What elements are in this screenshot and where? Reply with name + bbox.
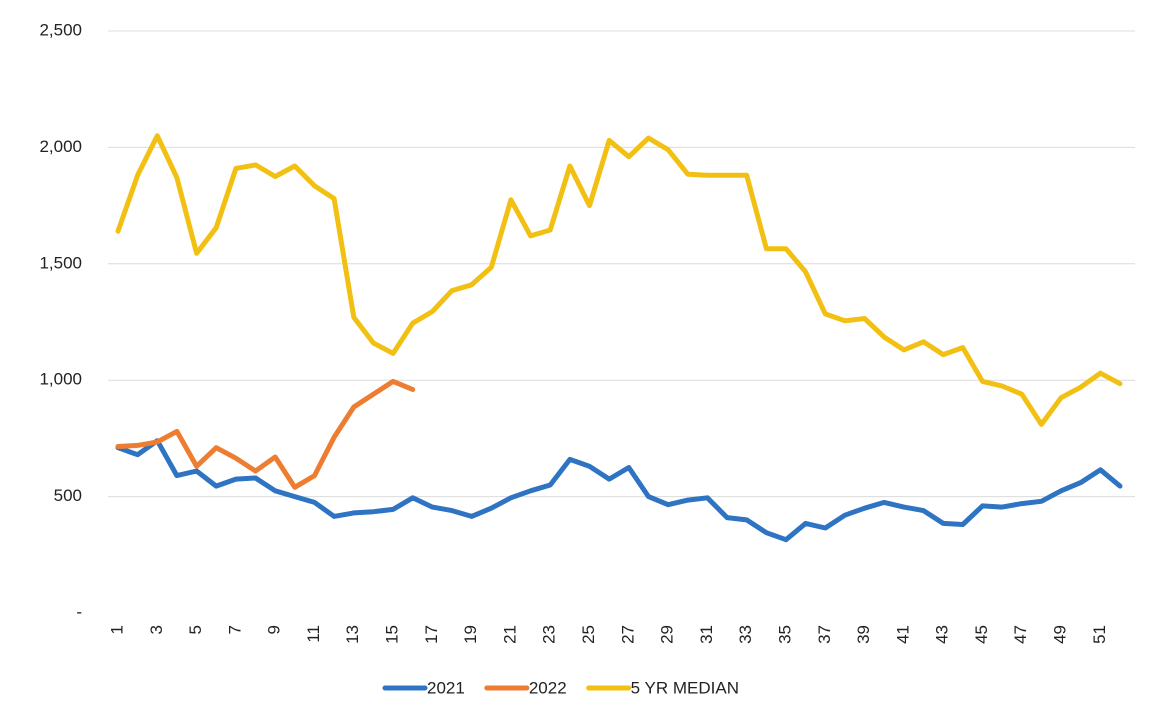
x-tick-label: 1	[107, 625, 126, 634]
x-tick-label: 31	[697, 625, 716, 644]
x-tick-label: 49	[1051, 625, 1070, 644]
y-tick-label: 500	[54, 486, 82, 505]
legend-label: 2021	[427, 678, 465, 697]
y-tick-label: -	[76, 602, 82, 621]
x-tick-label: 29	[658, 625, 677, 644]
x-tick-label: 35	[775, 625, 794, 644]
y-tick-label: 1,500	[39, 253, 82, 272]
series-line	[115, 133, 1123, 427]
x-tick-label: 21	[500, 625, 519, 644]
x-tick-label: 23	[540, 625, 559, 644]
x-tick-label: 13	[343, 625, 362, 644]
x-tick-label: 43	[933, 625, 952, 644]
x-tick-label: 39	[854, 625, 873, 644]
x-tick-label: 25	[579, 625, 598, 644]
legend-label: 5 YR MEDIAN	[631, 678, 739, 697]
y-tick-label: 2,000	[39, 137, 82, 156]
x-tick-label: 9	[265, 625, 284, 634]
x-tick-label: 47	[1011, 625, 1030, 644]
y-tick-label: 2,500	[39, 20, 82, 39]
x-tick-label: 17	[422, 625, 441, 644]
series-line	[115, 378, 416, 490]
x-tick-label: 33	[736, 625, 755, 644]
x-tick-label: 15	[383, 625, 402, 644]
x-tick-label: 45	[972, 625, 991, 644]
x-tick-label: 5	[186, 625, 205, 634]
x-tick-label: 3	[147, 625, 166, 634]
legend-label: 2022	[529, 678, 567, 697]
x-tick-label: 19	[461, 625, 480, 644]
y-tick-label: 1,000	[39, 370, 82, 389]
series-line	[115, 438, 1123, 543]
x-tick-label: 51	[1090, 625, 1109, 644]
x-tick-label: 11	[304, 625, 323, 643]
x-tick-label: 41	[893, 625, 912, 644]
x-tick-label: 37	[815, 625, 834, 644]
x-tick-label: 7	[225, 625, 244, 634]
x-tick-label: 27	[618, 625, 637, 644]
